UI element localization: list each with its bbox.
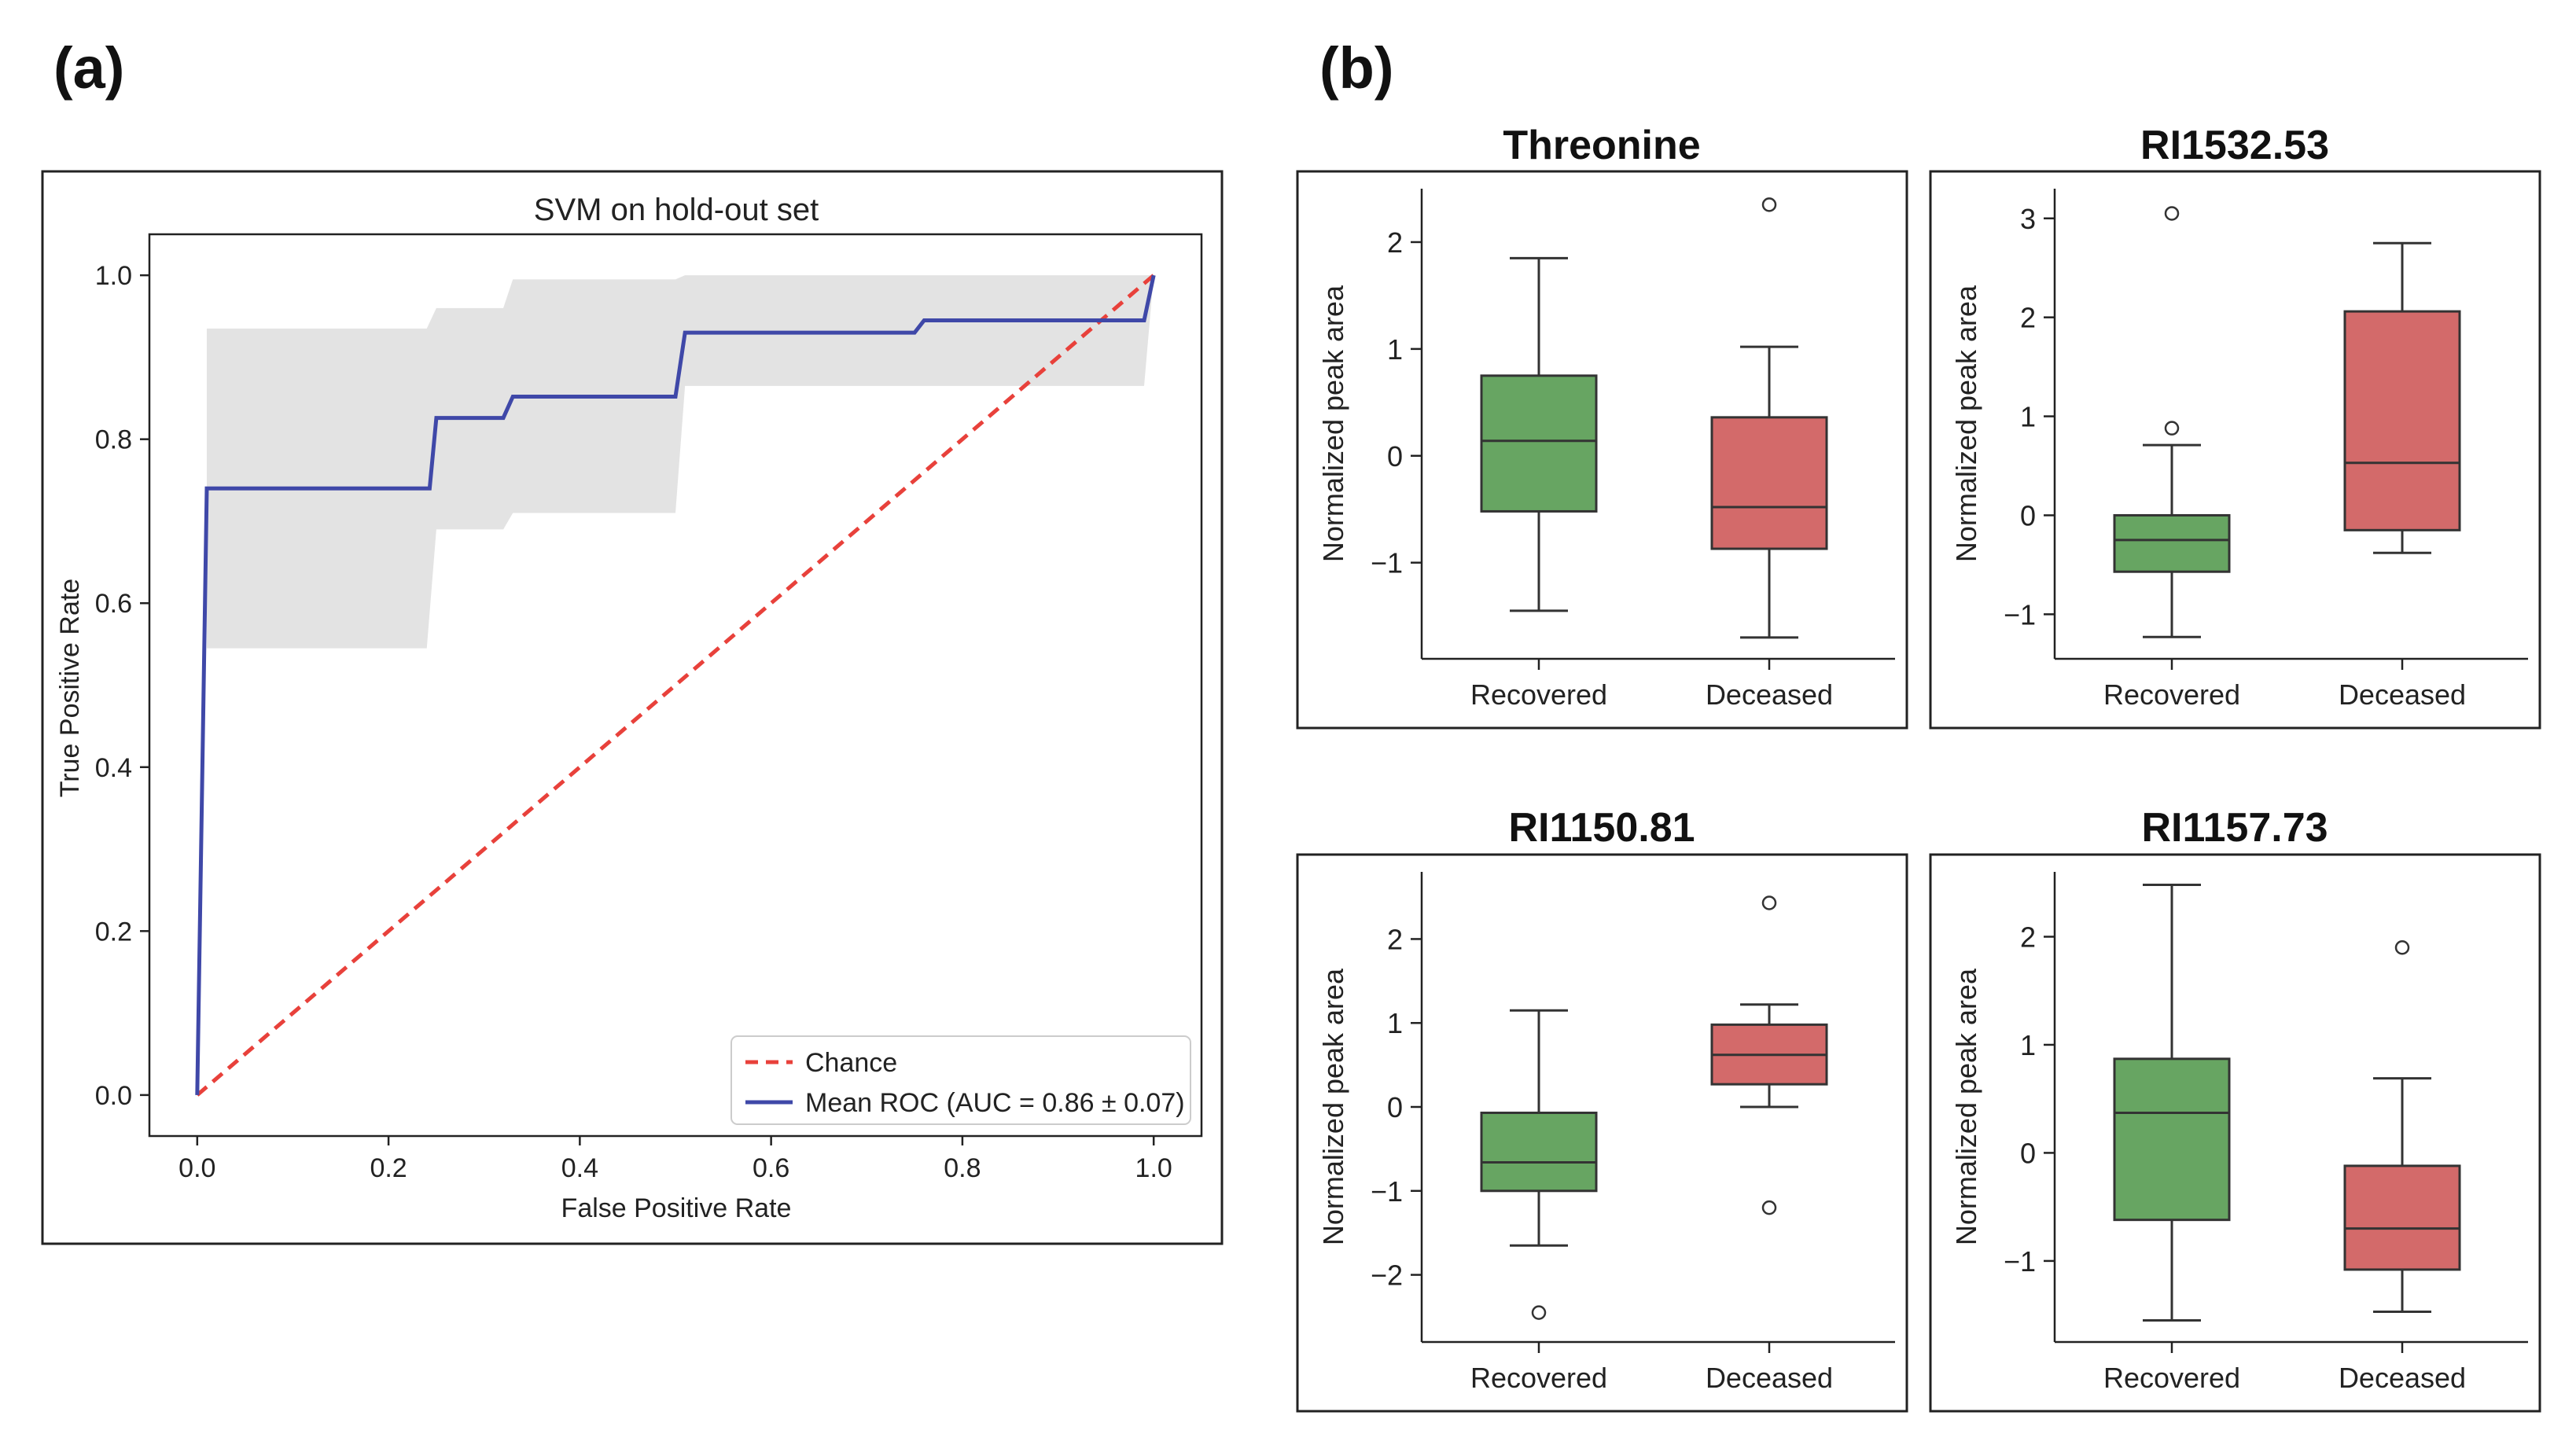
boxplot-xtick-label-deceased: Deceased <box>1706 1362 1833 1394</box>
boxplot-xtick-label-recovered: Recovered <box>1470 1362 1607 1394</box>
boxplot-title: RI1532.53 <box>2140 123 2329 168</box>
boxplot-threonine: Threonine −1 0 1 2 Normalized peak area Recove… <box>1296 123 1908 730</box>
deceased-outlier-point <box>1761 197 1777 212</box>
boxplot-panel-border <box>1929 170 2541 730</box>
boxplot-title: Threonine <box>1503 123 1700 168</box>
boxplot-ylabel: Normalized peak area <box>1317 285 1349 562</box>
roc-ylabel: True Positive Rate <box>55 579 85 797</box>
recovered-box <box>2113 513 2231 573</box>
roc-ytick-label: 0.4 <box>95 753 132 783</box>
boxplot-ytick-label: 1 <box>1387 1007 1403 1039</box>
boxplot-ytick-label: 3 <box>2020 203 2036 235</box>
boxplot-panel-border <box>1929 853 2541 1413</box>
boxplot-ytick-label: 1 <box>2020 401 2036 433</box>
recovered-outlier-point <box>2164 206 2180 221</box>
boxplot-ylabel: Normalized peak area <box>1317 968 1349 1245</box>
deceased-outlier-point <box>1761 1200 1777 1215</box>
boxplot-ri1532-53: RI1532.53 −1 0 1 2 3 Normalized peak area Recov… <box>1929 123 2541 730</box>
boxplot-panel-border <box>1296 170 1908 730</box>
boxplot-ytick-label: 0 <box>1387 440 1403 472</box>
boxplot-ytick-label: −1 <box>2004 598 2036 631</box>
roc-ytick-label: 0.6 <box>95 589 132 619</box>
recovered-box <box>2113 1057 2231 1222</box>
roc-title: SVM on hold-out set <box>534 193 819 227</box>
boxplot-ytick-label: 2 <box>2020 302 2036 334</box>
boxplot-xtick-label-recovered: Recovered <box>2103 678 2240 711</box>
roc-xlabel: False Positive Rate <box>561 1193 792 1223</box>
deceased-box <box>1710 416 1828 550</box>
boxplot-panel-border <box>1296 853 1908 1413</box>
roc-xtick-label: 0.2 <box>370 1153 407 1183</box>
boxplot-xtick-label-deceased: Deceased <box>2339 678 2466 711</box>
boxplot-xtick-label-deceased: Deceased <box>2339 1362 2466 1394</box>
boxplot-ylabel: Normalized peak area <box>1950 285 1982 562</box>
legend-chance-label: Chance <box>805 1048 897 1078</box>
roc-panel-border <box>41 170 1224 1245</box>
boxplot-ytick-label: −1 <box>2004 1245 2036 1278</box>
roc-xtick-label: 0.4 <box>561 1153 598 1183</box>
recovered-outlier-point <box>2164 421 2180 436</box>
roc-ytick-label: 0.2 <box>95 917 132 947</box>
boxplot-xtick-label-deceased: Deceased <box>1706 678 1833 711</box>
roc-legend-box <box>730 1035 1191 1125</box>
deceased-box <box>2343 310 2461 531</box>
recovered-outlier-point <box>1531 1305 1547 1320</box>
boxplot-xtick-label-recovered: Recovered <box>1470 678 1607 711</box>
boxplot-ylabel: Normalized peak area <box>1950 968 1982 1245</box>
recovered-box <box>1480 1111 1598 1193</box>
boxplot-ytick-label: 0 <box>2020 1137 2036 1169</box>
deceased-outlier-point <box>2394 939 2410 955</box>
boxplot-title: RI1150.81 <box>1508 805 1695 851</box>
panel-label-b: (b) <box>1319 35 1394 101</box>
boxplot-xtick-label-recovered: Recovered <box>2103 1362 2240 1394</box>
boxplot-ytick-label: 0 <box>1387 1091 1403 1123</box>
roc-ytick-label: 0.8 <box>95 425 132 455</box>
roc-xtick-label: 0.8 <box>944 1153 981 1183</box>
boxplot-ytick-label: 1 <box>1387 333 1403 366</box>
deceased-outlier-point <box>1761 895 1777 910</box>
boxplot-ytick-label: 2 <box>2020 921 2036 953</box>
deceased-box <box>2343 1164 2461 1271</box>
mean-roc-line <box>195 274 1156 1095</box>
boxplot-ytick-label: 0 <box>2020 499 2036 531</box>
boxplot-ri1157-73: RI1157.73 −1 0 1 2 Normalized peak area Recove… <box>1929 805 2541 1413</box>
panel-label-a: (a) <box>53 35 124 101</box>
roc-xtick-label: 0.6 <box>753 1153 789 1183</box>
roc-ytick-label: 0.0 <box>95 1081 132 1111</box>
roc-plot-area: 0.0 0.2 0.4 0.6 0.8 1.0 0.0 0.2 0.4 0.6 0.8 1.0 Chan… <box>95 233 1203 1183</box>
roc-panel: SVM on hold-out set False Positive Rate … <box>41 170 1224 1245</box>
boxplot-ytick-label: 2 <box>1387 226 1403 259</box>
legend-mean-roc-label: Mean ROC (AUC = 0.86 ± 0.07) <box>805 1088 1185 1118</box>
boxplot-ytick-label: 2 <box>1387 923 1403 955</box>
boxplot-title: RI1157.73 <box>2141 805 2328 851</box>
boxplot-ytick-label: −2 <box>1371 1259 1403 1292</box>
roc-xtick-label: 1.0 <box>1135 1153 1172 1183</box>
boxplot-ytick-label: 1 <box>2020 1029 2036 1061</box>
boxplot-ytick-label: −1 <box>1371 1175 1403 1208</box>
roc-std-band <box>206 275 1154 649</box>
roc-ytick-label: 1.0 <box>95 261 132 291</box>
recovered-box <box>1480 374 1598 513</box>
roc-axes-frame <box>148 233 1203 1138</box>
boxplot-ytick-label: −1 <box>1371 547 1403 579</box>
roc-xtick-label: 0.0 <box>178 1153 215 1183</box>
boxplot-ri1150-81: RI1150.81 −2 −1 0 1 2 Normalized peak area Reco… <box>1296 805 1908 1413</box>
chance-line <box>196 274 1155 1097</box>
